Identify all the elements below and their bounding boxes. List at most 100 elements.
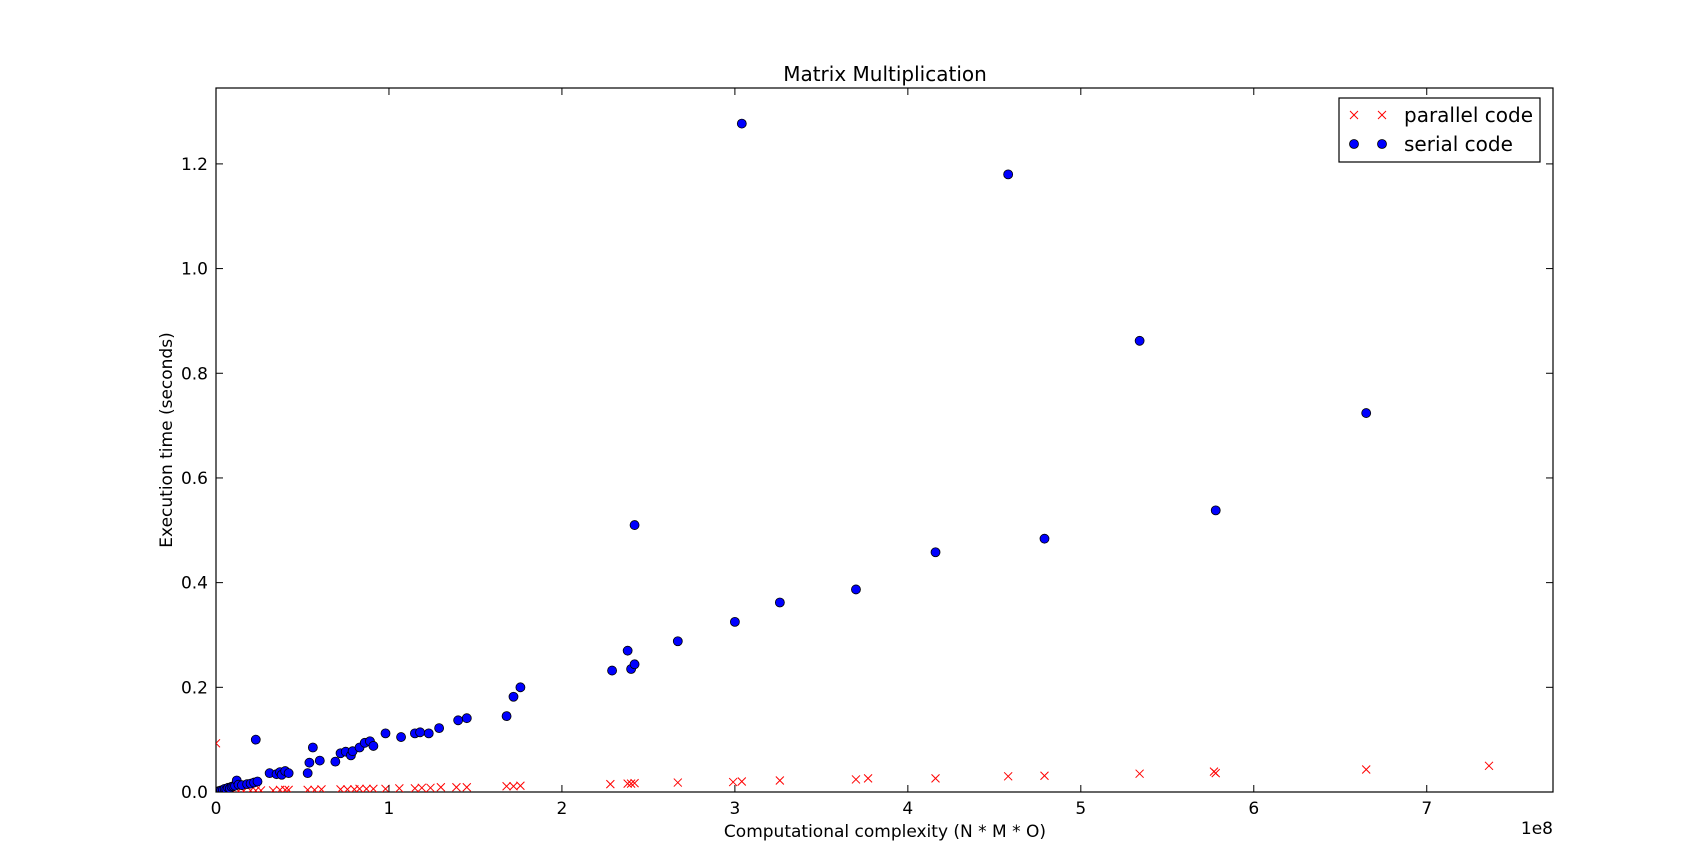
data-point-dot — [380, 728, 391, 739]
data-point-dot — [304, 757, 315, 768]
y-tick-label: 0.6 — [181, 469, 208, 489]
data-point-x — [410, 783, 420, 792]
data-point-x — [284, 785, 293, 792]
x-axis-ticks: 0 1 2 3 4 5 6 7 — [211, 88, 1432, 819]
marker-stroke — [216, 738, 221, 745]
y-axis-ticks: 0.0 0.2 0.4 0.6 0.8 1.0 1.2 — [181, 155, 1553, 803]
data-point-dot — [515, 682, 526, 693]
legend-marker — [1377, 110, 1387, 120]
data-point-x — [310, 785, 319, 792]
y-tick-label: 1.2 — [181, 155, 208, 175]
x-tick-label: 4 — [902, 799, 913, 819]
marker-stroke — [369, 784, 378, 792]
marker-stroke — [337, 785, 345, 792]
data-point-dot — [252, 776, 263, 787]
legend-label: serial code — [1404, 132, 1513, 156]
data-point-x — [1040, 771, 1049, 781]
legend-marker — [1377, 139, 1387, 149]
data-point-dot — [453, 715, 464, 726]
data-point-dot — [314, 755, 325, 766]
data-point-x — [452, 782, 461, 792]
marker-stroke — [1484, 761, 1494, 771]
legend-marker — [1349, 110, 1359, 120]
marker-stroke — [381, 784, 390, 792]
data-point-dot — [672, 636, 683, 647]
marker-stroke — [258, 786, 266, 792]
marker-stroke — [1349, 110, 1359, 120]
data-point-dot — [1361, 408, 1372, 418]
marker-stroke — [1135, 769, 1144, 779]
series-2 — [216, 118, 1372, 792]
marker-stroke — [1003, 771, 1013, 781]
x-tick-label: 5 — [1075, 799, 1086, 819]
y-tick-label: 0.8 — [181, 364, 208, 384]
marker-stroke — [462, 782, 472, 792]
data-point-dot — [330, 756, 341, 767]
data-point-x — [303, 785, 313, 792]
y-tick-label: 0.0 — [181, 783, 208, 803]
data-point-x — [502, 781, 511, 791]
marker-stroke — [1361, 765, 1371, 774]
marker-stroke — [931, 774, 940, 783]
x-axis-label: Computational complexity (N * M * O) — [724, 822, 1046, 842]
marker-stroke — [626, 779, 636, 788]
data-point-dot — [622, 645, 633, 656]
marker-stroke — [630, 778, 639, 788]
chart-title: Matrix Multiplication — [783, 62, 987, 86]
data-point-x — [317, 785, 326, 792]
marker-stroke — [304, 785, 313, 792]
marker-stroke — [362, 784, 371, 792]
data-point-x — [728, 777, 738, 787]
data-point-dot — [368, 741, 379, 751]
x-tick-label: 2 — [557, 799, 568, 819]
data-point-dot — [774, 597, 785, 608]
marker-stroke — [728, 777, 738, 787]
marker-stroke — [623, 779, 633, 788]
x-axis-offset-label: 1e8 — [1521, 819, 1553, 839]
marker-stroke — [863, 774, 873, 783]
data-point-x — [775, 776, 785, 785]
marker-stroke — [318, 785, 326, 792]
marker-stroke — [737, 777, 747, 786]
data-point-x — [673, 778, 683, 787]
marker-stroke — [606, 779, 615, 789]
data-point-x — [737, 777, 747, 786]
marker-stroke — [775, 776, 785, 785]
legend-label: parallel code — [1404, 103, 1533, 127]
data-point-x — [280, 785, 290, 792]
y-tick-label: 0.2 — [181, 678, 208, 698]
marker-stroke — [1040, 771, 1049, 781]
data-point-x — [1361, 765, 1371, 774]
data-point-x — [417, 783, 427, 792]
data-point-dot — [461, 713, 472, 724]
x-tick-label: 3 — [729, 799, 740, 819]
data-point-x — [851, 775, 861, 784]
data-point-dot — [1210, 505, 1221, 516]
data-point-dot — [508, 691, 519, 702]
data-point-x — [369, 784, 378, 792]
x-tick-label: 7 — [1421, 799, 1432, 819]
x-tick-label: 6 — [1248, 799, 1259, 819]
data-point-x — [394, 783, 404, 792]
x-tick-label: 1 — [384, 799, 395, 819]
data-point-dot — [1039, 533, 1050, 544]
y-tick-label: 1.0 — [181, 260, 208, 280]
data-point-x — [1135, 769, 1144, 779]
data-point-x — [863, 774, 873, 783]
legend-entry: serial code — [1349, 132, 1513, 156]
data-point-dot — [415, 727, 425, 738]
data-point-x — [630, 778, 639, 788]
data-point-x — [1211, 768, 1221, 778]
data-point-x — [516, 781, 525, 791]
data-point-x — [216, 738, 221, 748]
marker-stroke — [436, 782, 446, 792]
x-tick-label: 0 — [211, 799, 222, 819]
legend-marker — [1349, 139, 1359, 149]
data-point-dot — [607, 665, 617, 676]
legend-entry: parallel code — [1349, 103, 1533, 127]
marker-stroke — [410, 783, 420, 792]
marker-stroke — [509, 781, 518, 791]
marker-stroke — [216, 742, 221, 748]
marker-stroke — [851, 775, 861, 784]
